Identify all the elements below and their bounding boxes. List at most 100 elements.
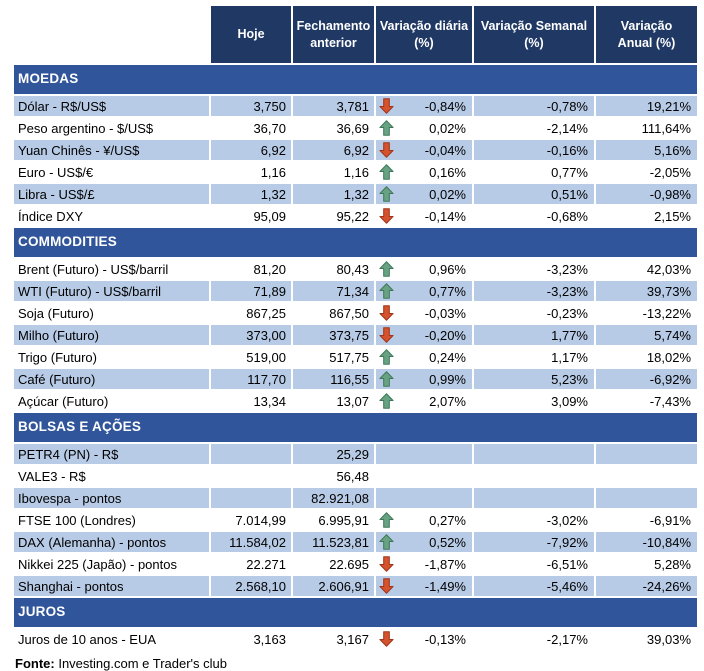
table-row: PETR4 (PN) - R$ 25,29 xyxy=(14,444,697,464)
hoje-value: 3,750 xyxy=(211,96,291,116)
variacao-anual-value: -6,91% xyxy=(596,510,697,530)
fechamento-value: 13,07 xyxy=(293,391,374,411)
row-label: Yuan Chinês - ¥/US$ xyxy=(14,140,209,160)
down-arrow-icon xyxy=(379,142,394,159)
variacao-diaria-value: 0,02% xyxy=(376,184,472,204)
source-text: Investing.com e Trader's club xyxy=(54,656,228,671)
table-row: Brent (Futuro) - US$/barril 81,20 80,43 0,9… xyxy=(14,259,697,279)
hoje-value: 95,09 xyxy=(211,206,291,226)
fechamento-value: 373,75 xyxy=(293,325,374,345)
section-row: COMMODITIES xyxy=(14,228,697,257)
variacao-semanal-value xyxy=(474,488,594,508)
table-row: Shanghai - pontos 2.568,10 2.606,91 -1,49% -… xyxy=(14,576,697,596)
variacao-semanal-value: -7,92% xyxy=(474,532,594,552)
variacao-semanal-value: -0,78% xyxy=(474,96,594,116)
hoje-value: 13,34 xyxy=(211,391,291,411)
variacao-diaria-value: -0,20% xyxy=(376,325,472,345)
down-arrow-icon xyxy=(379,631,394,648)
variacao-semanal-value: -3,23% xyxy=(474,281,594,301)
row-label: Libra - US$/£ xyxy=(14,184,209,204)
variacao-diaria-value: 0,96% xyxy=(376,259,472,279)
table-row: Trigo (Futuro) 519,00 517,75 0,24% 1,17% 18,0… xyxy=(14,347,697,367)
hoje-value: 117,70 xyxy=(211,369,291,389)
column-header-hoje: Hoje xyxy=(211,6,291,63)
row-label: Nikkei 225 (Japão) - pontos xyxy=(14,554,209,574)
variacao-anual-value: -2,05% xyxy=(596,162,697,182)
table-row: Libra - US$/£ 1,32 1,32 0,02% 0,51% -0,98% xyxy=(14,184,697,204)
variacao-diaria-value: 0,16% xyxy=(376,162,472,182)
variacao-semanal-value: -6,51% xyxy=(474,554,594,574)
variacao-diaria-value: -0,13% xyxy=(376,629,472,649)
variacao-anual-value: -13,22% xyxy=(596,303,697,323)
table-row: WTI (Futuro) - US$/barril 71,89 71,34 0,77%… xyxy=(14,281,697,301)
variacao-anual-value: 5,16% xyxy=(596,140,697,160)
fechamento-value: 80,43 xyxy=(293,259,374,279)
variacao-diaria-value: 0,27% xyxy=(376,510,472,530)
table-row: Soja (Futuro) 867,25 867,50 -0,03% -0,23% -13… xyxy=(14,303,697,323)
hoje-value: 2.568,10 xyxy=(211,576,291,596)
section-header-commodities: COMMODITIES xyxy=(14,228,697,257)
fechamento-value: 116,55 xyxy=(293,369,374,389)
row-label: Índice DXY xyxy=(14,206,209,226)
fechamento-value: 2.606,91 xyxy=(293,576,374,596)
fechamento-value: 11.523,81 xyxy=(293,532,374,552)
fechamento-value: 56,48 xyxy=(293,466,374,486)
fechamento-value: 517,75 xyxy=(293,347,374,367)
up-arrow-icon xyxy=(379,349,394,366)
row-label: Café (Futuro) xyxy=(14,369,209,389)
column-header-row: Hoje Fechamento anterior Variação diária (… xyxy=(14,6,697,63)
variacao-anual-value: -10,84% xyxy=(596,532,697,552)
up-arrow-icon xyxy=(379,534,394,551)
variacao-semanal-value: -0,23% xyxy=(474,303,594,323)
hoje-value: 6,92 xyxy=(211,140,291,160)
variacao-diaria-value: 2,07% xyxy=(376,391,472,411)
fechamento-value: 22.695 xyxy=(293,554,374,574)
section-row: JUROS xyxy=(14,598,697,627)
variacao-diaria-value xyxy=(376,444,472,464)
table-row: VALE3 - R$ 56,48 xyxy=(14,466,697,486)
variacao-semanal-value: -3,23% xyxy=(474,259,594,279)
table-row: DAX (Alemanha) - pontos 11.584,02 11.523,8… xyxy=(14,532,697,552)
variacao-semanal-value: -0,68% xyxy=(474,206,594,226)
variacao-diaria-value xyxy=(376,466,472,486)
table-row: Euro - US$/€ 1,16 1,16 0,16% 0,77% -2,05% xyxy=(14,162,697,182)
up-arrow-icon xyxy=(379,393,394,410)
row-label: Juros de 10 anos - EUA xyxy=(14,629,209,649)
variacao-anual-value: 5,28% xyxy=(596,554,697,574)
fechamento-value: 6,92 xyxy=(293,140,374,160)
fechamento-value: 25,29 xyxy=(293,444,374,464)
source-note: Fonte: Investing.com e Trader's club xyxy=(15,656,704,671)
variacao-anual-value: -6,92% xyxy=(596,369,697,389)
up-arrow-icon xyxy=(379,186,394,203)
up-arrow-icon xyxy=(379,120,394,137)
variacao-semanal-value: 1,77% xyxy=(474,325,594,345)
market-data-table: Hoje Fechamento anterior Variação diária (… xyxy=(12,4,699,651)
variacao-diaria-value: -0,03% xyxy=(376,303,472,323)
hoje-value: 36,70 xyxy=(211,118,291,138)
variacao-diaria-value: -0,84% xyxy=(376,96,472,116)
variacao-semanal-value: -0,16% xyxy=(474,140,594,160)
row-label: Dólar - R$/US$ xyxy=(14,96,209,116)
fechamento-value: 6.995,91 xyxy=(293,510,374,530)
variacao-semanal-value: -2,14% xyxy=(474,118,594,138)
row-label: Euro - US$/€ xyxy=(14,162,209,182)
up-arrow-icon xyxy=(379,283,394,300)
fechamento-value: 1,16 xyxy=(293,162,374,182)
hoje-value: 867,25 xyxy=(211,303,291,323)
source-label: Fonte: xyxy=(15,656,55,671)
variacao-anual-value: -0,98% xyxy=(596,184,697,204)
variacao-semanal-value: -2,17% xyxy=(474,629,594,649)
row-label: Shanghai - pontos xyxy=(14,576,209,596)
variacao-anual-value: 39,03% xyxy=(596,629,697,649)
variacao-anual-value: 42,03% xyxy=(596,259,697,279)
hoje-value: 22.271 xyxy=(211,554,291,574)
table-row: FTSE 100 (Londres) 7.014,99 6.995,91 0,27% -… xyxy=(14,510,697,530)
hoje-value xyxy=(211,444,291,464)
down-arrow-icon xyxy=(379,98,394,115)
up-arrow-icon xyxy=(379,371,394,388)
hoje-value: 3,163 xyxy=(211,629,291,649)
variacao-semanal-value: 0,51% xyxy=(474,184,594,204)
down-arrow-icon xyxy=(379,327,394,344)
variacao-semanal-value: -5,46% xyxy=(474,576,594,596)
variacao-semanal-value xyxy=(474,466,594,486)
